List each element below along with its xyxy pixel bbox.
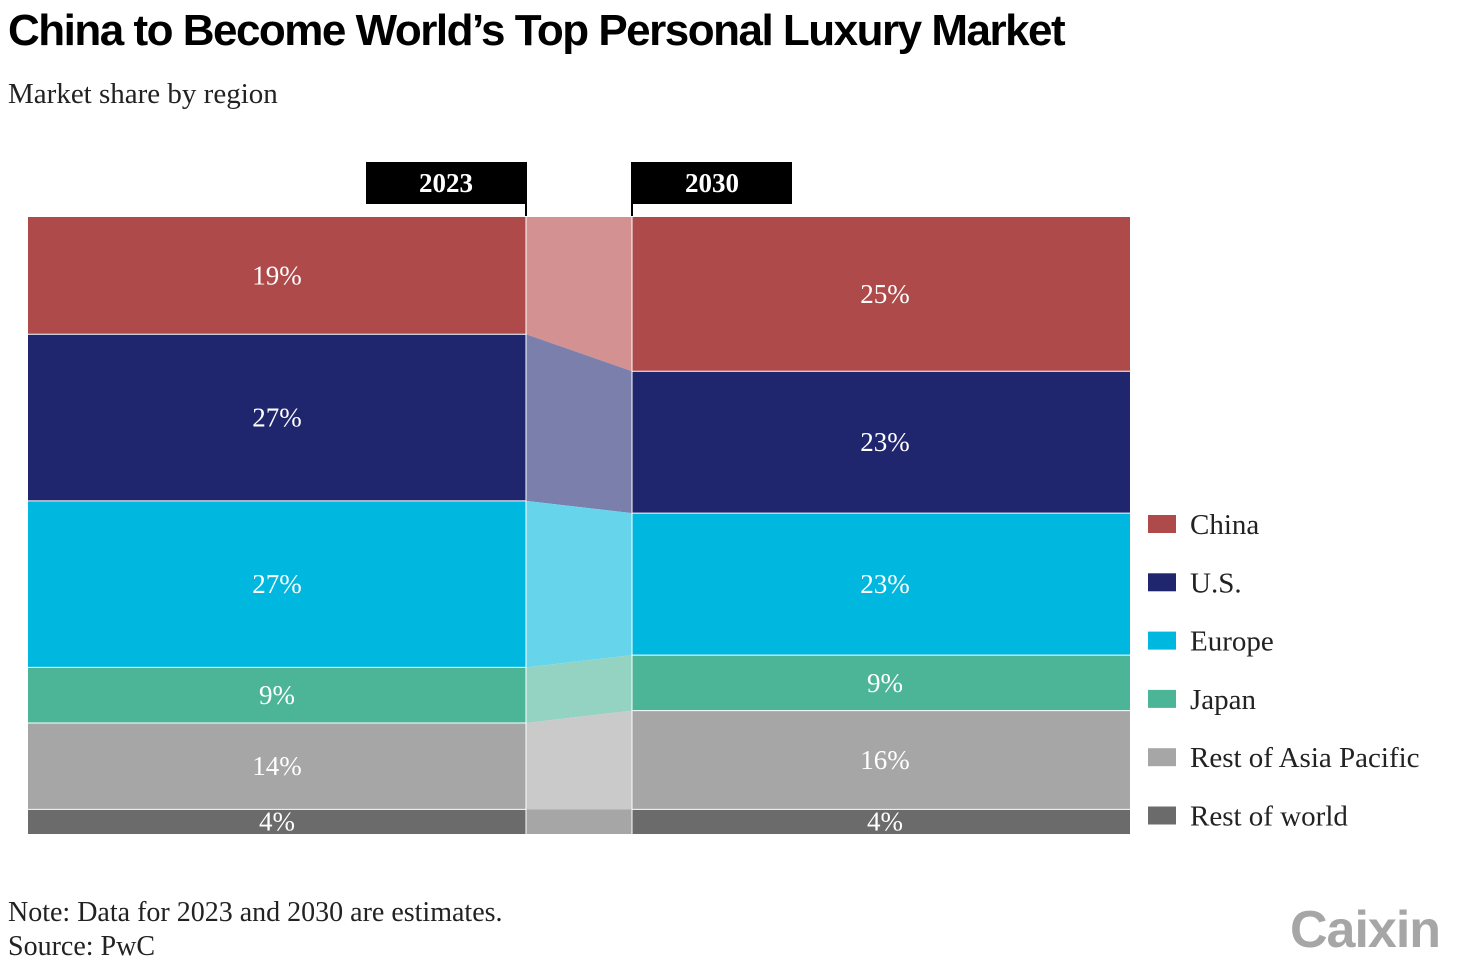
bar-rest-of-asia-pacific-2030 xyxy=(632,710,1130,810)
chart-footnote: Note: Data for 2023 and 2030 are estimat… xyxy=(8,896,503,964)
data-label-u-s-2023: 27% xyxy=(252,403,302,433)
bar-japan-2023 xyxy=(28,667,526,723)
legend-label-china: China xyxy=(1190,509,1259,541)
bar-china-2030 xyxy=(632,217,1130,372)
legend-label-europe: Europe xyxy=(1190,626,1274,658)
data-label-china-2030: 25% xyxy=(860,279,910,309)
bar-rest-of-world-2023 xyxy=(28,809,526,834)
header-label-2023: 2023 xyxy=(419,168,473,198)
connector-u-s xyxy=(526,334,632,514)
data-label-china-2023: 19% xyxy=(252,261,302,291)
data-label-japan-2030: 9% xyxy=(867,668,903,698)
bar-japan-2030 xyxy=(632,655,1130,711)
source-text: Source: PwC xyxy=(8,931,155,962)
legend: China U.S. Europe Japan Rest of Asia Pacific… xyxy=(1148,509,1420,833)
connector-europe xyxy=(526,500,632,668)
chart-subtitle: Market share by region xyxy=(8,78,278,110)
data-label-rest-of-world-2030: 4% xyxy=(867,807,903,837)
chart-title: China to Become World’s Top Personal Lux… xyxy=(8,6,1066,55)
bar-rest-of-world-2030 xyxy=(632,809,1130,834)
data-label-europe-2023: 27% xyxy=(252,569,302,599)
legend-swatch-u-s xyxy=(1148,573,1176,592)
data-label-japan-2023: 9% xyxy=(259,680,295,710)
note-text: Note: Data for 2023 and 2030 are estimat… xyxy=(8,897,503,928)
bar-china-2023 xyxy=(28,217,526,335)
year-headers: 2023 2030 xyxy=(366,162,792,216)
legend-swatch-europe xyxy=(1148,631,1176,650)
header-box-2030 xyxy=(632,162,792,204)
bar-u-s-2030 xyxy=(632,371,1130,514)
bar-segments xyxy=(28,217,1130,834)
legend-swatch-japan xyxy=(1148,689,1176,708)
connector-rest-of-asia-pacific xyxy=(526,710,632,810)
data-label-rest-of-world-2023: 4% xyxy=(259,807,295,837)
connector-rest-of-world xyxy=(526,809,632,834)
connector-china xyxy=(526,217,632,372)
data-label-rest-of-asia-pacific-2030: 16% xyxy=(860,745,910,775)
data-label-u-s-2030: 23% xyxy=(860,427,910,457)
bar-u-s-2023 xyxy=(28,334,526,501)
data-label-rest-of-asia-pacific-2023: 14% xyxy=(252,751,302,781)
bar-rest-of-asia-pacific-2023 xyxy=(28,722,526,810)
data-labels: 19% 25% 27% 23% 27% 23% 9% 9% 14% 16% 4% 4% xyxy=(252,261,910,837)
data-label-europe-2030: 23% xyxy=(860,569,910,599)
connector-bands xyxy=(526,217,632,834)
header-box-2023 xyxy=(366,162,526,204)
legend-label-rest-of-asia-pacific: Rest of Asia Pacific xyxy=(1190,742,1420,774)
connector-japan xyxy=(526,655,632,723)
caixin-logo: Caixin xyxy=(1290,901,1441,959)
legend-swatch-rest-of-asia-pacific xyxy=(1148,748,1176,767)
bar-europe-2030 xyxy=(632,513,1130,656)
legend-label-rest-of-world: Rest of world xyxy=(1190,801,1348,833)
legend-label-japan: Japan xyxy=(1190,684,1257,716)
bar-europe-2023 xyxy=(28,500,526,668)
legend-swatch-china xyxy=(1148,515,1176,533)
legend-swatch-rest-of-world xyxy=(1148,806,1176,825)
header-label-2030: 2030 xyxy=(685,168,739,198)
legend-label-u-s: U.S. xyxy=(1190,567,1242,599)
